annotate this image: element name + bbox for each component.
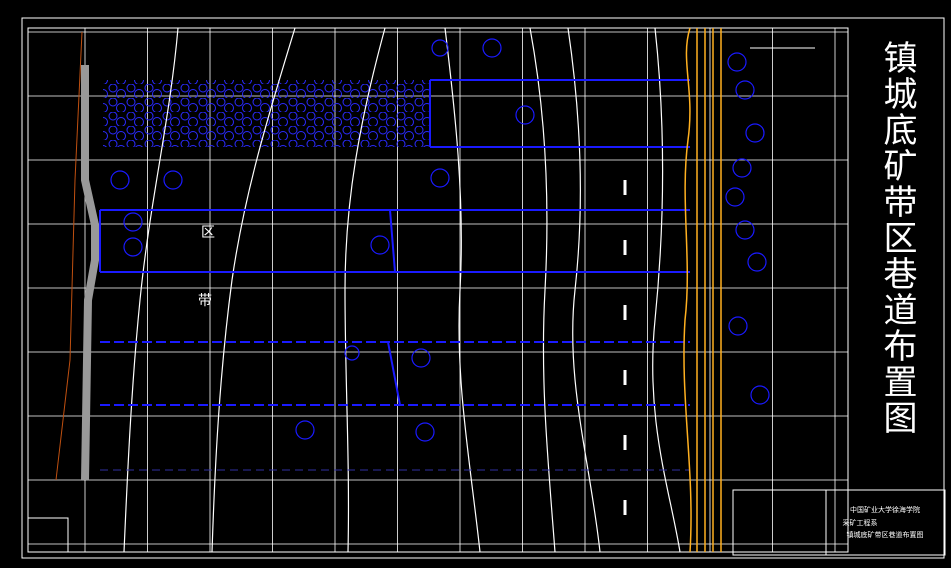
callout [728,316,748,336]
callout [370,235,390,255]
callout [735,220,755,240]
outer-frame [21,17,945,559]
contour [444,27,481,553]
callout [163,170,183,190]
label: 区 [201,225,215,241]
callout [431,39,449,57]
roadways [99,79,690,471]
title-block-text: 镇城底矿带区巷道布置图 [847,530,924,539]
contour-lines [123,27,681,553]
callout [732,158,752,178]
title-block [732,489,946,556]
callout [344,345,360,361]
crosscut [389,209,396,273]
road [81,65,99,481]
callout [735,80,755,100]
inner-frame [27,27,849,553]
callout [727,52,747,72]
callout [415,422,435,442]
callout [750,385,770,405]
shaft-line [683,27,692,553]
grid [28,28,848,552]
callouts [110,38,770,442]
callout [295,420,315,440]
callout [123,237,143,257]
callout [482,38,502,58]
label: 带 [198,293,212,309]
contour [652,27,681,553]
callout [430,168,450,188]
title-block-text: 中国矿业大学徐海学院 [850,505,920,514]
callout [110,170,130,190]
legend-table [27,517,69,553]
drawing-title: 镇城底矿带区巷道布置图 [877,40,917,436]
boundary [55,31,83,481]
callout [123,212,143,232]
contour [529,27,556,553]
contour [567,27,601,553]
shafts [683,27,722,553]
contour [211,27,296,553]
contour [344,27,386,553]
callout [745,123,765,143]
callout [747,252,767,272]
crosscut [387,341,401,406]
title-block-text: 采矿工程系 [843,518,878,527]
contour [123,27,179,553]
callout [515,105,535,125]
callout [725,187,745,207]
goaf-hatch [103,80,430,147]
callout [411,348,431,368]
